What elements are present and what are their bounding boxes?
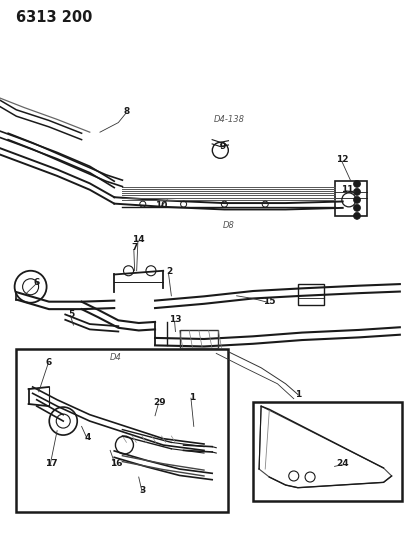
Bar	[253, 402, 402, 501]
Text: 16: 16	[110, 459, 122, 468]
Text: 12: 12	[337, 156, 349, 164]
Circle shape	[353, 188, 361, 196]
Text: 7: 7	[131, 244, 138, 252]
Text: 10: 10	[155, 201, 167, 209]
Bar	[16, 349, 228, 512]
Circle shape	[353, 196, 361, 204]
Text: 17: 17	[45, 459, 57, 468]
Text: 6: 6	[46, 358, 52, 367]
Bar	[298, 284, 324, 305]
Text: 13: 13	[169, 316, 182, 324]
Text: 4: 4	[84, 433, 91, 441]
Text: 5: 5	[68, 310, 75, 319]
Text: 6: 6	[33, 278, 40, 287]
Text: 1: 1	[295, 390, 301, 399]
Bar	[335, 181, 367, 216]
Text: 24: 24	[337, 459, 349, 468]
Text: 15: 15	[263, 297, 275, 305]
Text: 9: 9	[219, 142, 226, 151]
Text: 14: 14	[133, 236, 145, 244]
Text: 8: 8	[123, 108, 130, 116]
Text: 3: 3	[140, 486, 146, 495]
Text: D8: D8	[222, 221, 234, 230]
Text: 11: 11	[341, 185, 353, 193]
Text: 1: 1	[188, 393, 195, 401]
Circle shape	[353, 212, 361, 220]
Circle shape	[353, 180, 361, 188]
Text: 29: 29	[153, 398, 165, 407]
Text: D4-138: D4-138	[214, 115, 245, 124]
Bar	[180, 330, 218, 348]
Text: D4: D4	[110, 353, 122, 362]
Text: 2: 2	[166, 268, 173, 276]
Text: 6313 200: 6313 200	[16, 10, 93, 25]
Circle shape	[353, 204, 361, 212]
